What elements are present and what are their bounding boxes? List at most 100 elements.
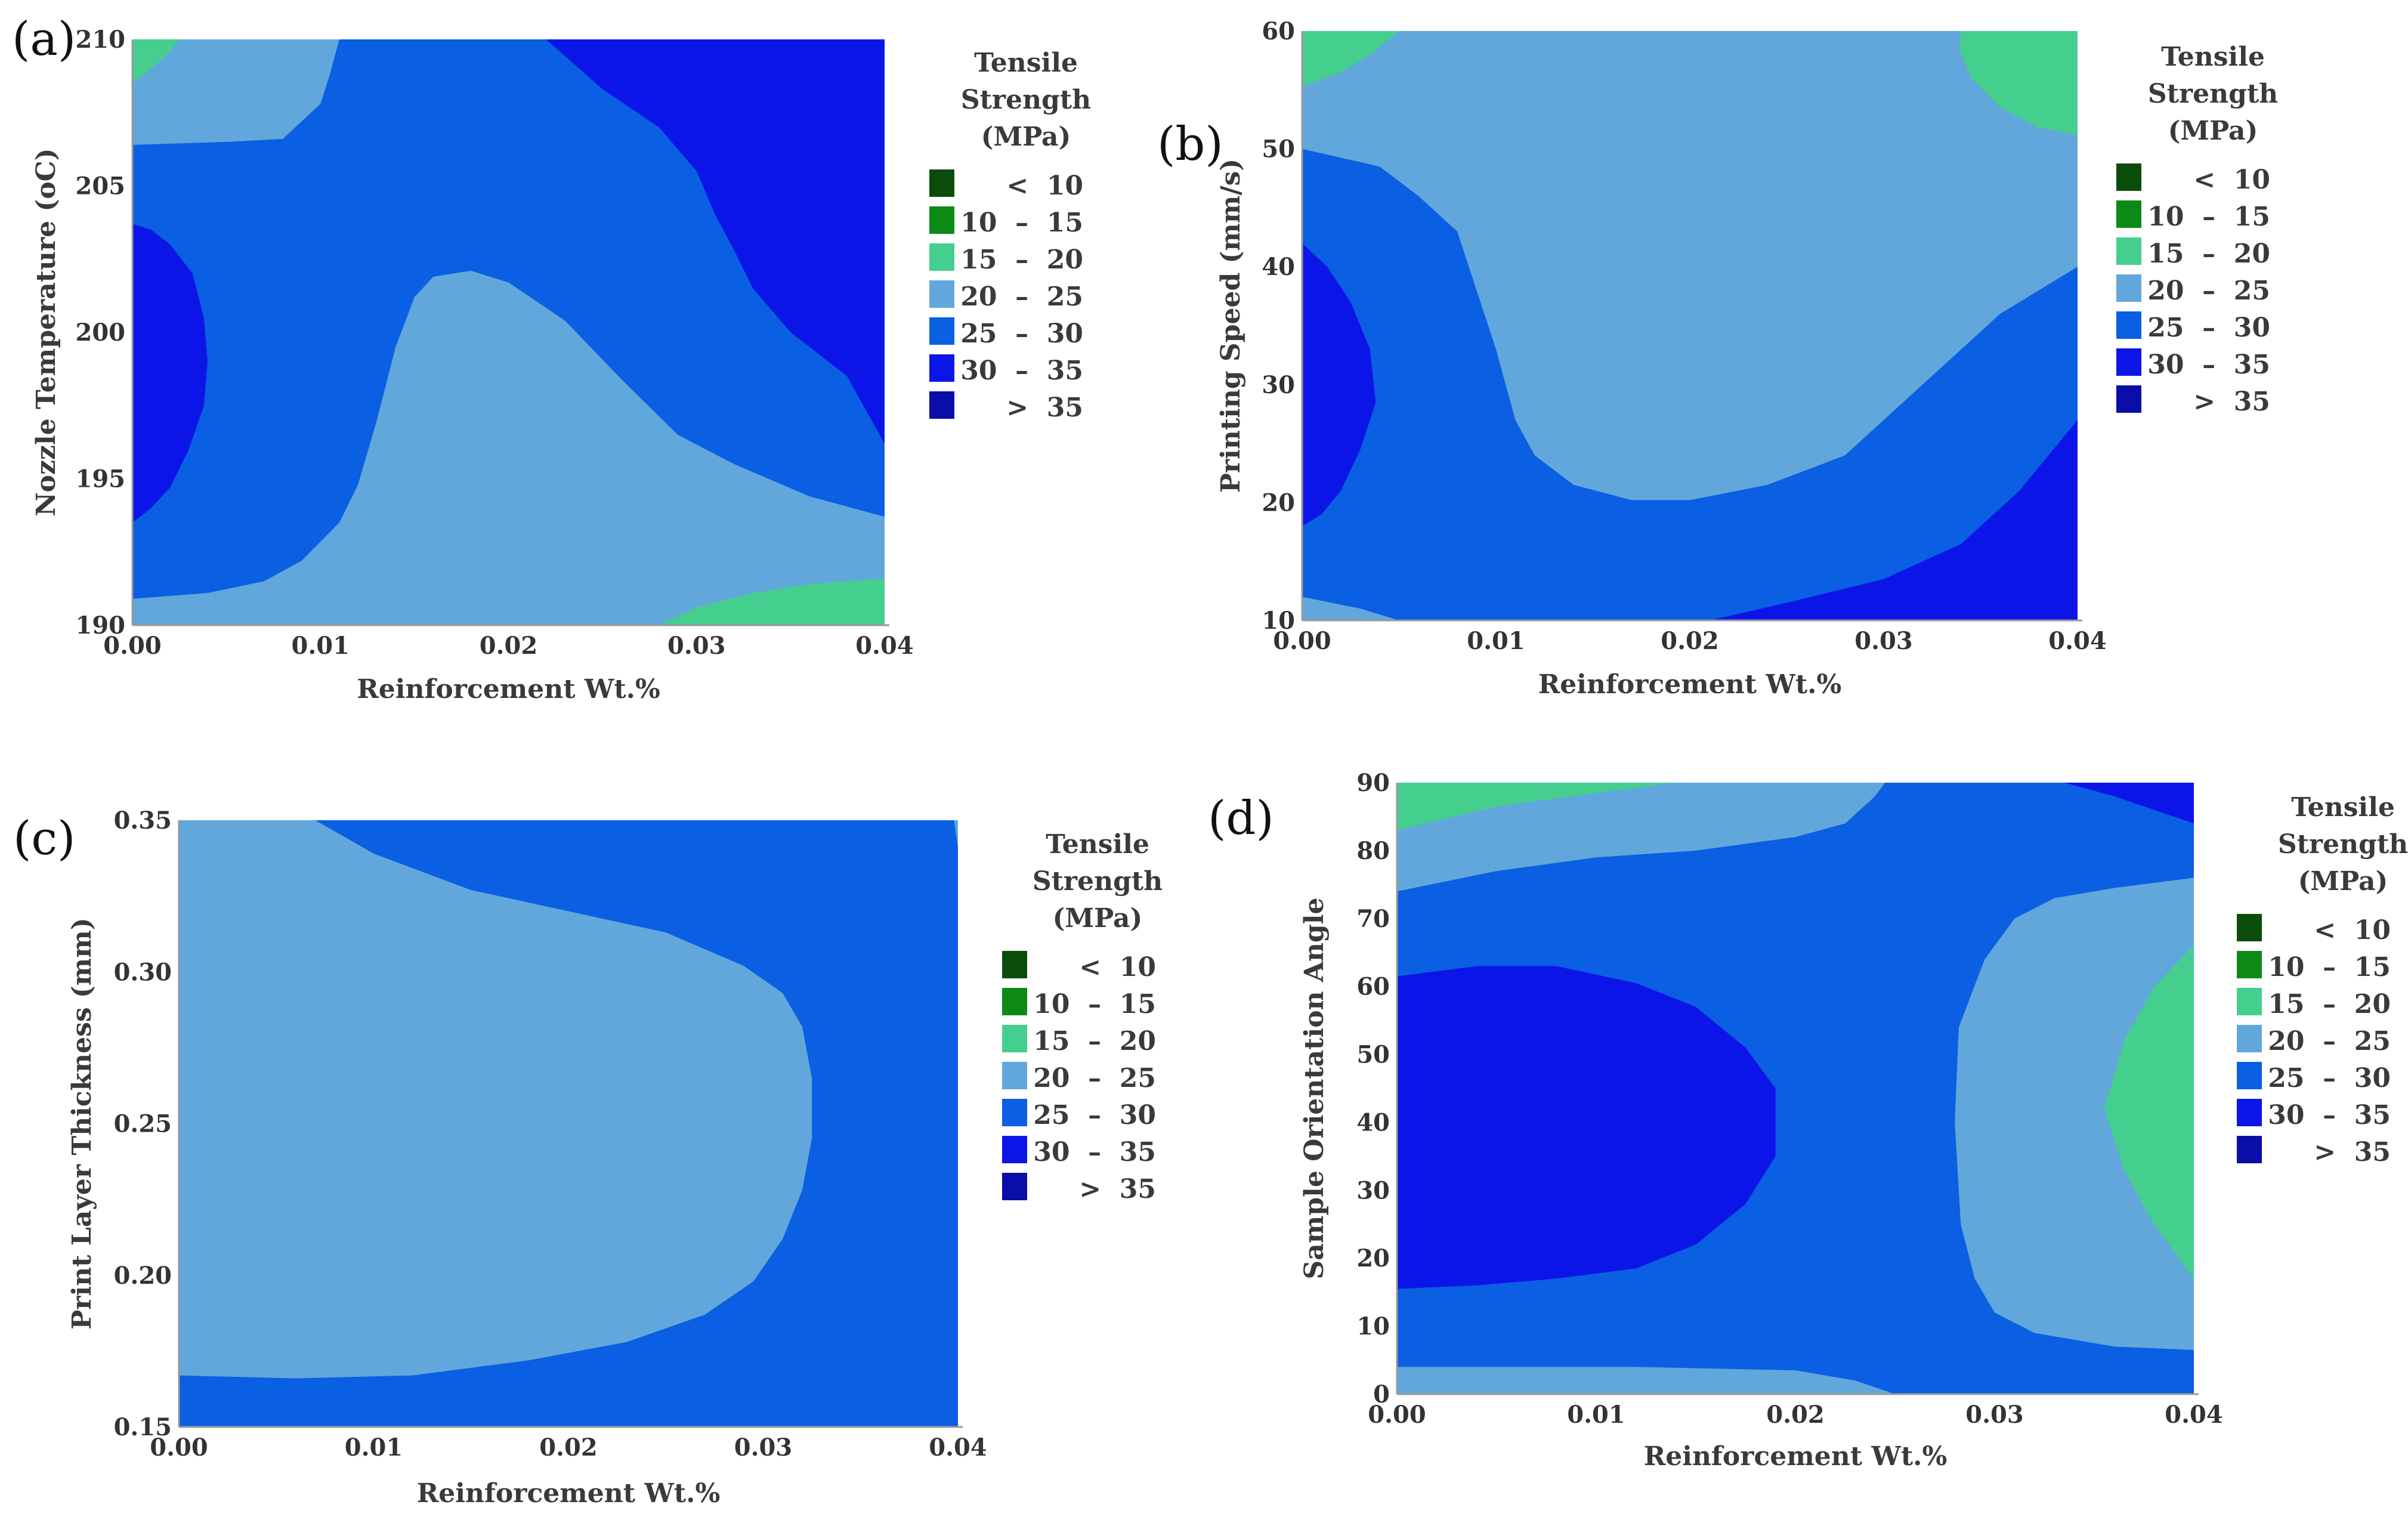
y-tick-label: 190 — [76, 611, 126, 639]
legend: Tensile Strength (MPa) < 10 10 – 15 15 – 20 20… — [929, 48, 1091, 423]
legend-label: > 35 — [2314, 1137, 2391, 1167]
legend-label: 25 – 30 — [2147, 313, 2270, 343]
y-tick-label: 0.25 — [114, 1110, 172, 1138]
legend-swatch — [2116, 200, 2141, 228]
legend-swatch — [1002, 951, 1027, 978]
legend-label: 15 – 20 — [960, 245, 1083, 275]
legend-swatch — [1002, 1099, 1027, 1126]
y-tick-label: 10 — [1356, 1312, 1390, 1340]
legend-swatch — [2116, 163, 2141, 191]
y-tick-label: 0.35 — [114, 807, 172, 835]
x-tick-label: 0.03 — [1965, 1401, 2023, 1429]
legend-swatch — [929, 354, 954, 382]
contour-region-4 — [1302, 243, 1376, 526]
y-axis-title: Nozzle Temperature (oC) — [31, 148, 61, 516]
contour-panel-2: 0.00 0.01 0.02 0.03 0.04 10 20 30 40 50 60 Reinforc… — [1157, 17, 2278, 700]
legend-label: 15 – 20 — [2147, 239, 2270, 269]
legend-swatch — [1002, 1136, 1027, 1163]
contour-region-3 — [954, 820, 958, 848]
legend-label: 30 – 35 — [960, 356, 1083, 386]
x-tick-label: 0.04 — [855, 632, 913, 660]
legend-label: 20 – 25 — [1033, 1063, 1156, 1093]
legend-swatch — [929, 243, 954, 271]
legend-swatch — [1002, 1025, 1027, 1052]
legend-title-line: Tensile — [1046, 829, 1149, 860]
contour-region-6 — [659, 578, 885, 625]
legend-label: 30 – 35 — [2147, 350, 2270, 380]
x-tick-label: 0.04 — [2165, 1401, 2222, 1429]
legend-label: > 35 — [1079, 1174, 1156, 1204]
legend-label: 30 – 35 — [1033, 1137, 1156, 1167]
y-tick-label: 0 — [1373, 1380, 1390, 1408]
legend: Tensile Strength (MPa) < 10 10 – 15 15 – 20 20… — [2237, 792, 2408, 1167]
legend-swatch — [929, 169, 954, 197]
legend-swatch — [2116, 274, 2141, 302]
legend-label: > 35 — [2193, 387, 2270, 417]
y-tick-label: 90 — [1356, 769, 1390, 797]
legend-swatch — [929, 206, 954, 234]
legend-title-line: (MPa) — [981, 122, 1071, 152]
y-axis-title: Sample Orientation Angle — [1299, 898, 1330, 1280]
legend-swatch — [1002, 988, 1027, 1015]
y-axis-title: Print Layer Thickness (mm) — [67, 917, 97, 1329]
legend-title-line: (MPa) — [2298, 866, 2388, 897]
x-tick-label: 0.03 — [734, 1434, 792, 1462]
legend-swatch — [2237, 988, 2262, 1015]
contour-regions — [1302, 31, 2078, 620]
legend-label: < 10 — [1079, 952, 1156, 983]
legend-swatch — [929, 280, 954, 308]
contour-panel-3: 0.00 0.01 0.02 0.03 0.04 0.15 0.20 0.25 0.30 0.35… — [13, 807, 1163, 1509]
x-tick-label: 0.03 — [667, 632, 725, 660]
legend-title-line: (MPa) — [2168, 116, 2258, 146]
y-tick-label: 80 — [1356, 837, 1390, 865]
legend-swatch — [2116, 385, 2141, 413]
legend-title-line: Tensile — [2161, 42, 2265, 72]
legend-swatch — [2116, 348, 2141, 376]
x-axis-title: Reinforcement Wt.% — [357, 674, 660, 705]
x-tick-label: 0.00 — [150, 1434, 208, 1462]
legend-swatch — [2237, 1062, 2262, 1089]
legend-title-line: (MPa) — [1053, 903, 1143, 934]
legend-label: 20 – 25 — [960, 282, 1083, 312]
contour-region-7 — [1397, 783, 1676, 830]
contour-regions — [1397, 783, 2194, 1394]
y-tick-label: 20 — [1356, 1244, 1390, 1272]
legend-swatch — [2116, 237, 2141, 265]
x-tick-label: 0.02 — [1766, 1401, 1824, 1429]
legend-swatch — [2116, 311, 2141, 339]
legend: Tensile Strength (MPa) < 10 10 – 15 15 – 20 20… — [1002, 829, 1163, 1204]
contour-region-5 — [132, 39, 180, 84]
legend-label: 25 – 30 — [960, 319, 1083, 349]
y-axis-title: Printing Speed (mm/s) — [1216, 159, 1246, 493]
contour-region-2 — [1397, 783, 1885, 892]
x-tick-label: 0.00 — [1368, 1401, 1426, 1429]
x-axis-title: Reinforcement Wt.% — [417, 1478, 721, 1509]
contour-region-3 — [546, 39, 885, 444]
y-tick-label: 60 — [1356, 973, 1390, 1001]
x-tick-label: 0.01 — [1567, 1401, 1625, 1429]
legend-swatch — [2237, 914, 2262, 941]
contour-region-2 — [132, 39, 885, 599]
legend-label: < 10 — [2193, 165, 2270, 195]
contour-region-3 — [1397, 1367, 1895, 1394]
x-tick-label: 0.04 — [929, 1434, 987, 1462]
y-tick-label: 40 — [1262, 253, 1295, 281]
legend-label: 15 – 20 — [1033, 1026, 1156, 1056]
x-tick-label: 0.04 — [2048, 627, 2106, 655]
legend-label: 20 – 25 — [2147, 276, 2270, 306]
x-tick-label: 0.02 — [480, 632, 537, 660]
legend-swatch — [2237, 1099, 2262, 1126]
legend-label: < 10 — [2314, 915, 2391, 946]
panel-label: (a) — [12, 13, 76, 66]
panel-label: (b) — [1157, 118, 1223, 171]
contour-region-2 — [179, 820, 812, 1379]
y-tick-label: 0.20 — [114, 1262, 172, 1290]
legend-title-line: Tensile — [2291, 792, 2395, 823]
x-tick-label: 0.02 — [1661, 627, 1718, 655]
x-tick-label: 0.01 — [345, 1434, 403, 1462]
y-tick-label: 30 — [1356, 1176, 1390, 1204]
y-tick-label: 205 — [76, 172, 126, 200]
y-tick-label: 210 — [76, 26, 126, 54]
contour-region-5 — [1397, 966, 1776, 1289]
